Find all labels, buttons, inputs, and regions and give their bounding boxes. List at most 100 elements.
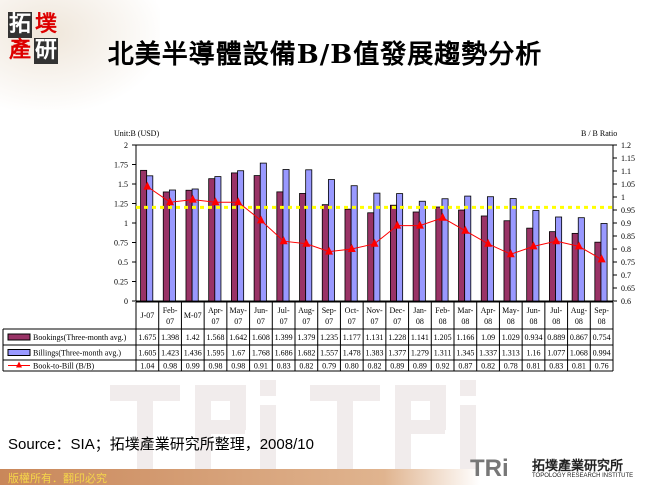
table-cell: 0.79	[322, 362, 336, 371]
tick-label-right: 0.65	[621, 284, 635, 293]
bar-bookings	[458, 209, 466, 302]
bar-bookings	[208, 178, 216, 302]
marker-book-to-bill	[370, 238, 379, 247]
table-cell: 1.399	[275, 333, 293, 342]
table-cell: 0.994	[593, 349, 611, 358]
tick-label-left: 1.25	[114, 200, 128, 209]
table-cell: 1.605	[138, 349, 156, 358]
chart: Unit:B (USD) B / B Ratio 0 0.25 0.5 0.75 1 1.25…	[2, 129, 635, 372]
table-cell: 1.383	[366, 349, 384, 358]
table-cell: 0.78	[504, 362, 518, 371]
logo-char: 研	[34, 38, 58, 64]
bar-billings	[237, 170, 245, 302]
x-tick-label: 07	[371, 317, 379, 326]
table-cell: 1.228	[388, 333, 406, 342]
logo: 拓 墣 產 研	[8, 6, 60, 66]
x-tick-label: 07	[257, 317, 265, 326]
table-cell: 1.235	[320, 333, 338, 342]
marker-book-to-bill	[325, 246, 334, 255]
bar-bookings	[253, 175, 261, 302]
tick-label-left: 1.75	[114, 161, 128, 170]
table-cell: 1.478	[343, 349, 361, 358]
logo-char: 產	[8, 38, 31, 63]
table-cell: 1.379	[297, 333, 315, 342]
table-cell: 1.608	[252, 333, 270, 342]
tick-label-right: 1.05	[621, 180, 635, 189]
tri-logo: TRi	[470, 455, 509, 483]
table-cell: 0.889	[547, 333, 565, 342]
bar-billings	[282, 169, 290, 302]
x-tick-label: 08	[484, 317, 492, 326]
brand-cn: 拓墣產業研究所	[532, 459, 624, 474]
table-cell: 0.99	[186, 362, 200, 371]
table-cell: 1.377	[388, 349, 406, 358]
logo-char: 拓	[8, 12, 32, 38]
copyright: 版權所有．翻印必究	[8, 472, 107, 485]
table-cell: 0.80	[345, 362, 359, 371]
table-cell: 1.141	[411, 333, 429, 342]
bar-bookings	[140, 169, 148, 302]
x-tick-label: Jun-	[254, 306, 268, 315]
table-cell: 1.398	[161, 333, 179, 342]
table-cell: 1.686	[275, 349, 293, 358]
x-tick-label: Jun-	[527, 306, 541, 315]
table-cell: 1.09	[481, 333, 495, 342]
x-tick-label: 08	[530, 317, 538, 326]
tick-label-left: 0.25	[114, 278, 128, 287]
table-cell: 1.068	[570, 349, 588, 358]
table-cell: 1.67	[231, 349, 245, 358]
marker-book-to-bill	[461, 225, 470, 234]
table-cell: 1.642	[229, 333, 247, 342]
marker-book-to-bill	[234, 197, 243, 206]
marker-book-to-bill	[211, 197, 220, 206]
tri-logo-text: TRi	[470, 455, 509, 482]
marker-book-to-bill	[484, 238, 493, 247]
x-tick-label: 08	[439, 317, 447, 326]
x-tick-label: Sep-	[594, 306, 609, 315]
bar-billings	[214, 176, 222, 302]
tick-label-right: 1.15	[621, 154, 635, 163]
bar-bookings	[230, 172, 238, 302]
tick-label-right: 0.95	[621, 206, 635, 215]
tick-label-right: 0.8	[621, 245, 631, 254]
table-cell: 0.82	[299, 362, 313, 371]
table-cell: 1.131	[366, 333, 384, 342]
tick-label-right: 0.9	[621, 219, 631, 228]
x-tick-label: M-07	[184, 311, 202, 320]
marker-book-to-bill	[597, 254, 606, 263]
tick-label-left: 1	[124, 219, 128, 228]
bar-billings	[509, 198, 517, 302]
x-tick-label: Aug-	[571, 306, 588, 315]
x-tick-label: Apr-	[208, 306, 223, 315]
bar-bookings	[594, 241, 602, 302]
x-tick-label: Mar-	[457, 306, 473, 315]
table-cell: 0.82	[368, 362, 382, 371]
bar-bookings	[480, 215, 488, 302]
bar-bookings	[299, 193, 307, 302]
x-tick-label: J-07	[140, 311, 154, 320]
table-cell: 1.557	[320, 349, 338, 358]
tick-label-left: 0.5	[118, 258, 128, 267]
x-tick-label: 07	[348, 317, 356, 326]
bar-billings	[441, 198, 449, 302]
marker-book-to-bill	[279, 236, 288, 245]
table-cell: 0.92	[436, 362, 450, 371]
tick-label-right: 0.6	[621, 297, 631, 306]
bar-billings	[259, 162, 267, 302]
bar-billings	[191, 188, 199, 302]
marker-book-to-bill	[188, 194, 197, 203]
legend-swatch	[7, 333, 31, 341]
marker-book-to-bill	[302, 238, 311, 247]
legend-label: Billings(Three-month avg.)	[33, 349, 121, 358]
x-tick-label: Feb-	[435, 306, 450, 315]
bar-bookings	[503, 220, 511, 302]
brand-en: TOPOLOGY RESEARCH INSTITUTE	[532, 473, 634, 479]
bar-billings	[486, 196, 494, 302]
watermark	[110, 380, 476, 475]
marker-book-to-bill	[415, 220, 424, 229]
x-tick-label: 07	[234, 317, 242, 326]
x-tick-label: 08	[461, 317, 469, 326]
table-cell: 1.029	[502, 333, 520, 342]
tick-label-right: 1.1	[621, 167, 631, 176]
bar-billings	[305, 169, 313, 302]
